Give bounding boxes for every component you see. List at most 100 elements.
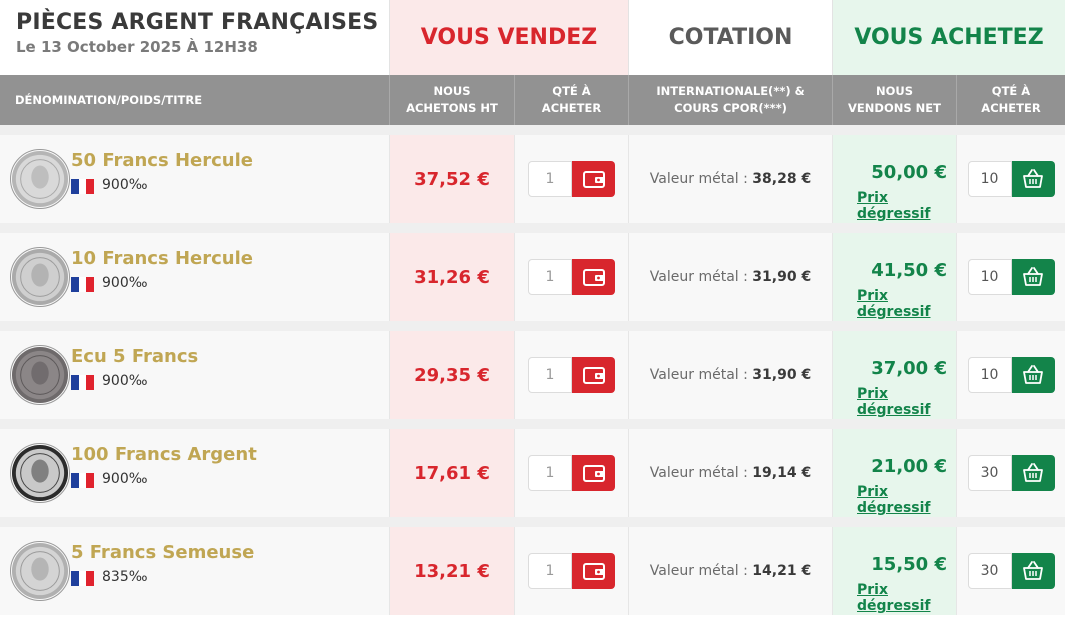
wallet-icon: [582, 269, 605, 286]
sell-qty-input[interactable]: 1: [528, 455, 572, 491]
degressive-price-link[interactable]: Prix dégressif: [857, 386, 931, 418]
coin-image[interactable]: [10, 247, 70, 307]
product-name[interactable]: 10 Francs Hercule: [71, 248, 253, 269]
flag-blue-stripe: [71, 375, 79, 390]
product-purity: 900‰: [102, 373, 148, 389]
qty-buy-cell: 10: [957, 233, 1065, 321]
france-flag-icon: [71, 179, 95, 194]
metal-value-label: Valeur métal :: [649, 171, 753, 187]
buy-qty-group: 10: [967, 357, 1055, 393]
metal-value: 31,90 €: [752, 269, 812, 285]
buy-qty-group: 30: [967, 553, 1055, 589]
coin-icon: [11, 150, 69, 208]
flag-red-stripe: [86, 473, 95, 488]
flag-red-stripe: [86, 375, 95, 390]
buy-qty-input[interactable]: 30: [967, 553, 1012, 589]
flag-red-stripe: [86, 179, 95, 194]
product-name[interactable]: 5 Francs Semeuse: [71, 542, 255, 563]
flag-blue-stripe: [71, 277, 79, 292]
we-sell-cell: 37,00 € Prix dégressif: [833, 331, 957, 419]
sell-wallet-button[interactable]: [572, 357, 615, 393]
basket-icon: [1023, 267, 1043, 286]
product-row: 100 Francs Argent 900‰ 17,61 € 1: [0, 429, 1065, 517]
add-to-basket-button[interactable]: [1011, 455, 1055, 491]
sell-wallet-button[interactable]: [572, 455, 615, 491]
qty-buy-cell: 30: [957, 527, 1065, 615]
france-flag-icon: [71, 277, 95, 292]
degressive-price-link[interactable]: Prix dégressif: [857, 190, 931, 222]
metal-value-label: Valeur métal :: [649, 367, 753, 383]
flag-white-stripe: [78, 473, 87, 488]
buy-qty-group: 30: [967, 455, 1055, 491]
sell-wallet-button[interactable]: [572, 259, 615, 295]
flag-blue-stripe: [71, 571, 79, 586]
product-purity: 900‰: [102, 275, 148, 291]
product-purity: 900‰: [102, 177, 148, 193]
sell-wallet-button[interactable]: [572, 161, 615, 197]
add-to-basket-button[interactable]: [1011, 553, 1055, 589]
sell-wallet-button[interactable]: [572, 553, 615, 589]
metal-value-text: Valeur métal : 19,14 €: [650, 465, 811, 481]
we-sell-cell: 50,00 € Prix dégressif: [833, 135, 957, 223]
sell-qty-input[interactable]: 1: [528, 259, 572, 295]
quote-cell: Valeur métal : 31,90 €: [629, 233, 833, 321]
coin-image[interactable]: [10, 443, 70, 503]
flag-red-stripe: [86, 571, 95, 586]
degressive-price-link[interactable]: Prix dégressif: [857, 288, 931, 320]
we-sell-price: 41,50 €: [871, 260, 947, 281]
col-we-sell-line1: NOUS: [875, 84, 913, 98]
we-buy-cell: 17,61 €: [390, 429, 515, 517]
product-name[interactable]: 50 Francs Hercule: [71, 150, 253, 171]
degressive-price-link[interactable]: Prix dégressif: [857, 484, 931, 516]
we-sell-price: 15,50 €: [871, 554, 947, 575]
sell-section-title: VOUS VENDEZ: [390, 0, 629, 75]
product-name[interactable]: Ecu 5 Francs: [71, 346, 199, 367]
coin-icon: [11, 248, 69, 306]
product-row: Ecu 5 Francs 900‰ 29,35 € 1: [0, 331, 1065, 419]
col-we-buy-line1: NOUS: [433, 84, 471, 98]
coin-image[interactable]: [10, 541, 70, 601]
add-to-basket-button[interactable]: [1011, 161, 1055, 197]
degressive-price-link[interactable]: Prix dégressif: [857, 582, 931, 614]
sell-qty-group: 1: [528, 553, 615, 589]
basket-icon: [1023, 463, 1043, 482]
buy-qty-group: 10: [967, 259, 1055, 295]
metal-value-text: Valeur métal : 38,28 €: [650, 171, 811, 187]
metal-value: 31,90 €: [752, 367, 812, 383]
sell-qty-group: 1: [528, 455, 615, 491]
row-separator: [0, 419, 1065, 429]
title-cell: PIÈCES ARGENT FRANÇAISES Le 13 October 2…: [0, 0, 390, 75]
quote-cell: Valeur métal : 38,28 €: [629, 135, 833, 223]
we-sell-price: 37,00 €: [871, 358, 947, 379]
sell-qty-input[interactable]: 1: [528, 161, 572, 197]
wallet-icon: [582, 465, 605, 482]
col-we-sell: NOUS VENDONS NET: [833, 75, 957, 125]
product-name[interactable]: 100 Francs Argent: [71, 444, 257, 465]
product-row: 10 Francs Hercule 900‰ 31,26 € 1: [0, 233, 1065, 321]
col-qty-sell-line1: QTÉ À: [552, 84, 591, 98]
flag-white-stripe: [78, 571, 87, 586]
metal-value-text: Valeur métal : 31,90 €: [650, 367, 811, 383]
row-separator: [0, 517, 1065, 527]
we-buy-cell: 31,26 €: [390, 233, 515, 321]
qty-sell-cell: 1: [515, 429, 629, 517]
sell-qty-input[interactable]: 1: [528, 357, 572, 393]
buy-qty-input[interactable]: 10: [967, 161, 1012, 197]
add-to-basket-button[interactable]: [1011, 259, 1055, 295]
coin-icon: [11, 346, 69, 404]
france-flag-icon: [71, 375, 95, 390]
we-sell-cell: 15,50 € Prix dégressif: [833, 527, 957, 615]
col-we-sell-line2: VENDONS NET: [848, 101, 941, 115]
coin-image[interactable]: [10, 345, 70, 405]
buy-qty-input[interactable]: 10: [967, 357, 1012, 393]
buy-qty-input[interactable]: 30: [967, 455, 1012, 491]
add-to-basket-button[interactable]: [1011, 357, 1055, 393]
wallet-icon: [582, 563, 605, 580]
table-top-header: PIÈCES ARGENT FRANÇAISES Le 13 October 2…: [0, 0, 1065, 75]
coin-image[interactable]: [10, 149, 70, 209]
quote-section-title: COTATION: [629, 0, 833, 75]
sell-qty-input[interactable]: 1: [528, 553, 572, 589]
flag-white-stripe: [78, 179, 87, 194]
product-purity: 900‰: [102, 471, 148, 487]
buy-qty-input[interactable]: 10: [967, 259, 1012, 295]
